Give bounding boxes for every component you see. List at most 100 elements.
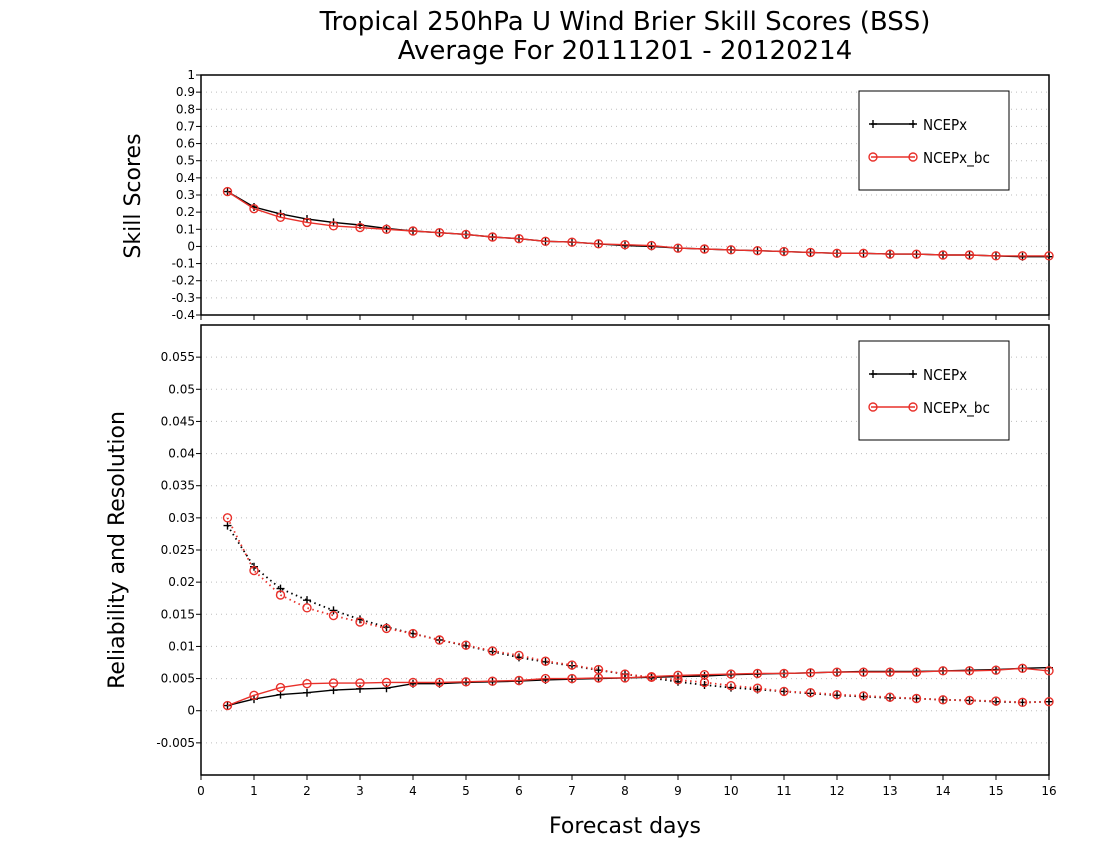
data-point [1045,697,1053,706]
data-point [938,695,948,705]
legend-marker [868,402,878,412]
plot-frame [200,324,1050,776]
y-tick-label: 0 [187,704,195,718]
data-point [487,232,498,242]
data-point [223,187,232,196]
data-point [540,656,551,666]
legend-entry-ncepx: NCEPx [869,116,967,134]
data-point [1044,666,1054,676]
y-tick-label: -0.2 [172,274,195,288]
series-line-ncepx-reliability [226,525,1050,704]
data-point [1017,251,1028,261]
y-tick-label: 0.05 [168,382,195,396]
data-point [249,204,259,214]
legend-entry-ncepx: NCEPx [869,366,967,384]
series-line-ncepx-resolution [227,666,1050,707]
y-tick-label: 0.6 [176,137,195,151]
data-point [673,243,683,253]
data-point [381,623,392,634]
data-point [1044,697,1054,707]
data-point [805,688,816,698]
legend: NCEPx NCEPx_bc [858,90,1010,191]
legend-box [858,340,1010,441]
legend-entry-ncepx-bc: NCEPx_bc [868,149,990,168]
data-point [514,650,524,661]
data-point [461,229,471,240]
x-tick-label: 12 [829,784,844,798]
x-tick-label: 14 [935,784,950,798]
skill-scores-panel: -0.4 -0.3 -0.2 -0.1 0 0.1 0.2 0.3 0.4 0.5 0.6 0.7 0.… [172,68,1054,322]
data-point [646,240,657,251]
data-point [964,695,975,706]
data-point [514,675,524,686]
data-point [805,668,816,678]
data-point [381,224,392,234]
legend-marker [908,402,918,412]
x-tick-label: 6 [515,784,523,798]
legend-label: NCEPx [923,366,967,384]
data-point [991,251,1001,261]
y-tick-label: 0.01 [168,639,195,653]
data-point [461,677,471,687]
data-point [275,590,286,600]
data-point [752,683,763,693]
data-point [487,676,498,686]
data-point [673,670,683,681]
y-tick-label: 0.7 [176,119,195,133]
x-tick-label: 16 [1041,784,1056,798]
series-line-ncepx-bc-reliability [226,517,1050,704]
x-tick-label: 8 [621,784,629,798]
data-point [780,687,788,696]
data-point [938,250,948,260]
x-tick-label: 2 [303,784,311,798]
data-point [302,679,312,689]
legend-label: NCEPx_bc [923,149,990,168]
legend-marker [909,370,917,378]
data-point [434,635,445,645]
legend: NCEPx NCEPx_bc [858,340,1010,441]
data-point [1044,251,1054,261]
data-point [938,666,948,676]
x-tick-label: 13 [882,784,897,798]
data-point [726,669,736,679]
y-tick-label: 0.015 [161,607,195,621]
data-point [487,646,498,656]
y-tick-label: 0.055 [161,350,195,364]
x-tick-label: 15 [988,784,1003,798]
data-point [1017,663,1028,673]
data-point [646,672,657,682]
series-line-ncepx-bc-resolution [227,667,1050,707]
data-point [964,250,975,260]
data-point [885,667,895,677]
y-tick-label: 0.3 [176,188,195,202]
y-tick-label: 0.2 [176,205,195,219]
data-point [1017,697,1028,708]
y-tick-label: -0.4 [172,308,195,322]
x-tick-label: 3 [356,784,364,798]
data-point [699,244,710,254]
data-point [832,689,842,700]
data-point [303,688,311,697]
data-point [885,249,895,259]
data-point [620,673,630,683]
y-tick-label: 0.1 [176,222,195,236]
data-point [329,606,338,615]
data-point [779,686,789,697]
data-point [911,667,922,677]
data-point [222,513,233,523]
data-point [355,678,365,688]
data-point [832,667,842,677]
data-point [408,677,418,688]
data-point [461,640,471,650]
data-point [567,660,577,670]
data-point [911,693,922,704]
legend-marker [908,152,918,162]
data-point [303,596,311,605]
data-point [275,682,286,693]
chart-title-line1: Tropical 250hPa U Wind Brier Skill Score… [319,7,931,37]
y-tick-label: 0.04 [168,447,195,461]
data-point [223,521,232,530]
data-point [779,668,789,679]
data-point [620,240,630,250]
data-point [302,603,312,613]
